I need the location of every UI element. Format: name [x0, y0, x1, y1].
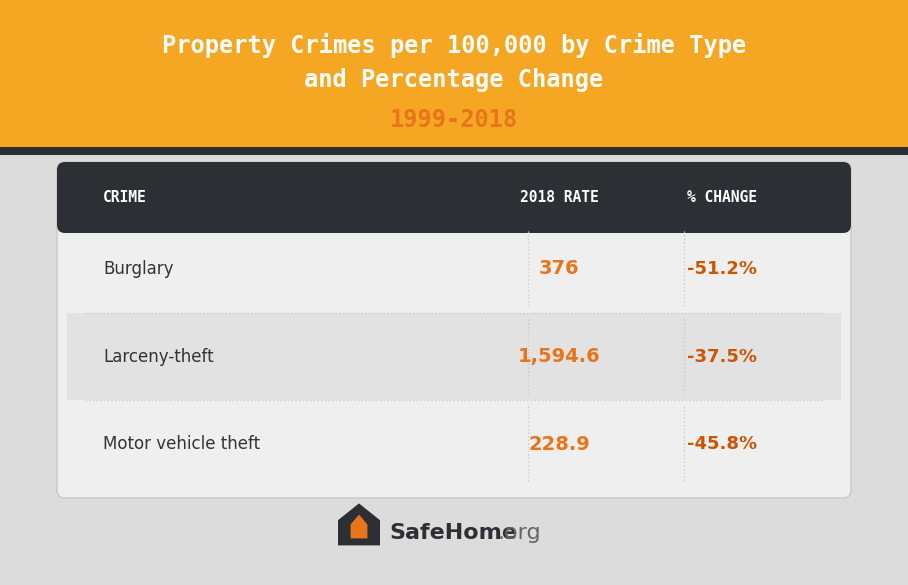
Text: Larceny-theft: Larceny-theft — [103, 347, 213, 366]
Text: Motor vehicle theft: Motor vehicle theft — [103, 435, 260, 453]
Text: Property Crimes per 100,000 by Crime Type: Property Crimes per 100,000 by Crime Typ… — [162, 33, 746, 57]
FancyBboxPatch shape — [57, 162, 851, 233]
Text: -51.2%: -51.2% — [687, 260, 757, 278]
FancyBboxPatch shape — [67, 225, 841, 312]
FancyBboxPatch shape — [67, 400, 841, 486]
Text: 228.9: 228.9 — [528, 435, 590, 453]
Text: -37.5%: -37.5% — [687, 347, 757, 366]
Polygon shape — [350, 515, 368, 538]
FancyBboxPatch shape — [67, 312, 841, 400]
FancyBboxPatch shape — [57, 162, 851, 498]
Text: 376: 376 — [538, 259, 579, 278]
Text: and Percentage Change: and Percentage Change — [304, 68, 604, 92]
FancyBboxPatch shape — [65, 213, 843, 227]
Text: 1999-2018: 1999-2018 — [390, 108, 518, 132]
Text: -45.8%: -45.8% — [687, 435, 757, 453]
FancyBboxPatch shape — [0, 147, 908, 155]
Text: Burglary: Burglary — [103, 260, 173, 278]
Text: 2018 RATE: 2018 RATE — [519, 190, 598, 205]
Text: .org: .org — [498, 523, 541, 543]
Text: 1,594.6: 1,594.6 — [518, 347, 600, 366]
FancyBboxPatch shape — [0, 0, 908, 155]
Polygon shape — [338, 504, 380, 545]
Text: SafeHome: SafeHome — [390, 523, 518, 543]
Text: CRIME: CRIME — [103, 190, 147, 205]
Text: % CHANGE: % CHANGE — [687, 190, 757, 205]
